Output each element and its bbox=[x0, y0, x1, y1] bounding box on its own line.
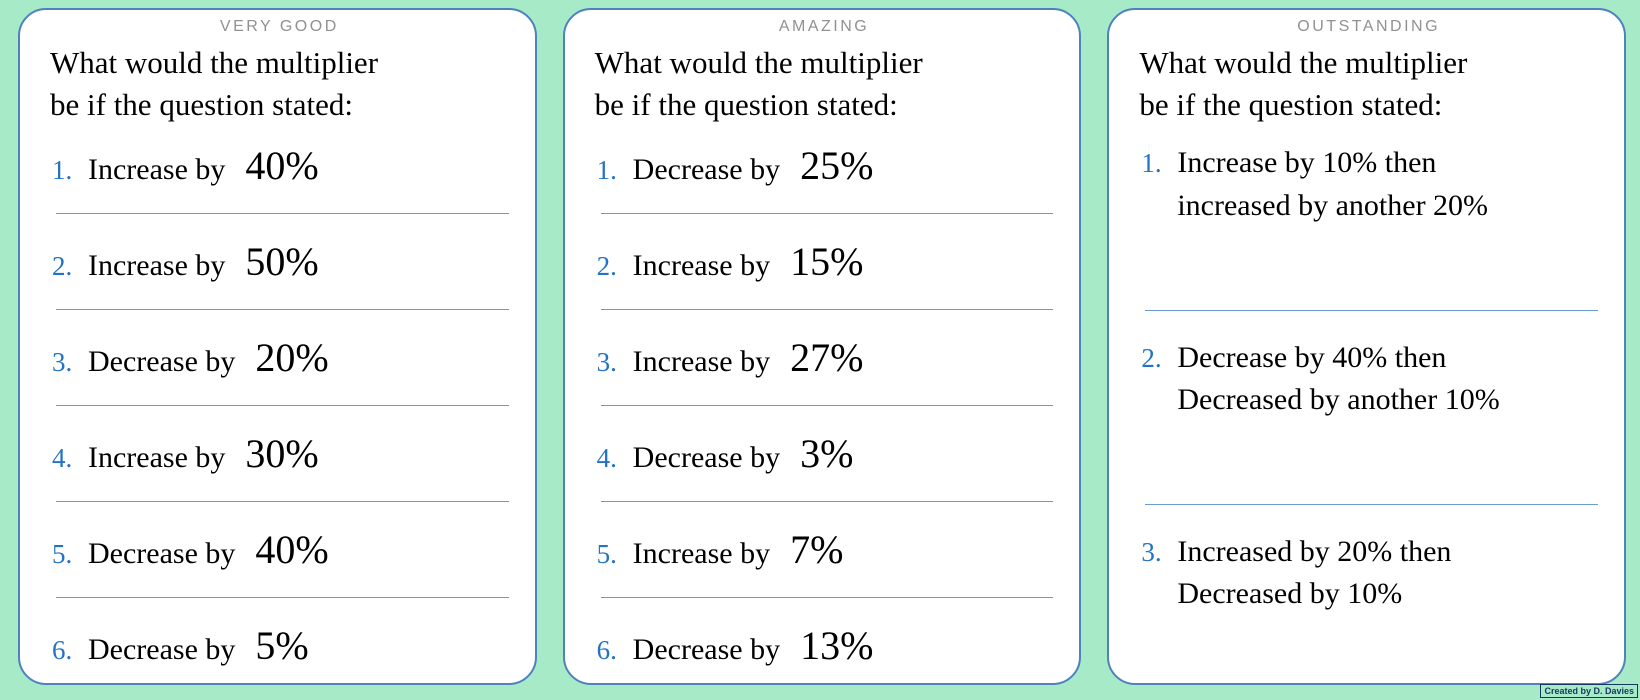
item-value: 20% bbox=[255, 335, 329, 381]
item-label: Decrease by bbox=[88, 345, 236, 379]
item-value: 5% bbox=[255, 623, 309, 669]
question-line-1: What would the multiplier bbox=[1139, 45, 1468, 80]
item-label: Increase by bbox=[632, 249, 771, 283]
item-label: Increase by bbox=[88, 249, 226, 283]
separator-line bbox=[56, 213, 509, 215]
item-number: 6. bbox=[596, 635, 617, 666]
item-number: 4. bbox=[596, 443, 617, 474]
list-item: 5. Increase by 7% bbox=[595, 526, 1054, 573]
panel-outstanding: OUTSTANDING What would the multiplier be… bbox=[1107, 8, 1627, 685]
list-item: 6. Decrease by 5% bbox=[50, 622, 509, 669]
item-label: Increase by bbox=[632, 345, 771, 379]
item-value: 40% bbox=[245, 143, 319, 189]
list-item: 2. Increase by 15% bbox=[595, 238, 1054, 285]
separator-line bbox=[56, 597, 509, 599]
separator-line bbox=[1145, 503, 1599, 505]
item-number: 3. bbox=[52, 347, 73, 378]
item-text: Increased by 20% then Decreased by 10% bbox=[1177, 531, 1451, 616]
item-list: 1. Increase by 40% 2. Increase by 50% 3.… bbox=[50, 142, 509, 669]
item-label: Decrease by bbox=[88, 633, 236, 667]
question-line-2: be if the question stated: bbox=[1139, 87, 1443, 123]
separator-line bbox=[600, 309, 1054, 311]
item-line-2: increased by another 20% bbox=[1177, 188, 1489, 222]
item-label: Increase by bbox=[88, 441, 226, 475]
list-item: 4. Increase by 30% bbox=[50, 430, 509, 477]
item-label: Decrease by bbox=[632, 153, 781, 187]
question-text: What would the multiplier be if the ques… bbox=[1139, 42, 1598, 126]
list-item: 1. Decrease by 25% bbox=[595, 142, 1054, 189]
list-item: 1. Increase by 40% bbox=[50, 142, 509, 189]
separator-line bbox=[600, 405, 1054, 407]
list-item: 3. Increase by 27% bbox=[595, 334, 1054, 381]
panel-title-amazing: AMAZING bbox=[778, 18, 870, 35]
item-value: 27% bbox=[790, 335, 864, 381]
separator-line bbox=[56, 405, 509, 407]
question-text: What would the multiplier be if the ques… bbox=[595, 42, 1054, 126]
separator-line bbox=[600, 501, 1054, 503]
item-list: 1. Increase by 10% then increased by ano… bbox=[1139, 142, 1599, 616]
item-number: 4. bbox=[52, 443, 73, 474]
item-value: 40% bbox=[255, 527, 329, 573]
item-number: 1. bbox=[596, 155, 617, 186]
item-value: 13% bbox=[800, 623, 874, 669]
item-label: Decrease by bbox=[632, 441, 781, 475]
item-number: 3. bbox=[596, 347, 617, 378]
list-item: 2. Increase by 50% bbox=[50, 238, 509, 285]
panel-amazing: AMAZING What would the multiplier be if … bbox=[562, 8, 1082, 685]
question-line-1: What would the multiplier bbox=[50, 45, 379, 80]
panel-very-good: VERY GOOD What would the multiplier be i… bbox=[18, 8, 537, 685]
list-item: 3. Increased by 20% then Decreased by 10… bbox=[1139, 531, 1598, 616]
item-number: 5. bbox=[596, 539, 617, 570]
item-value: 50% bbox=[245, 239, 319, 285]
item-label: Decrease by bbox=[88, 537, 236, 571]
item-value: 15% bbox=[790, 239, 864, 285]
list-item: 3. Decrease by 20% bbox=[50, 334, 509, 381]
separator-line bbox=[1145, 309, 1599, 311]
item-label: Increase by bbox=[88, 153, 226, 187]
item-value: 30% bbox=[245, 431, 319, 477]
item-label: Decrease by bbox=[632, 633, 781, 667]
item-number: 2. bbox=[52, 251, 73, 282]
item-text: Increase by 10% then increased by anothe… bbox=[1177, 142, 1488, 227]
list-item: 6. Decrease by 13% bbox=[595, 622, 1054, 669]
item-line-1: Increase by 10% then bbox=[1177, 146, 1437, 180]
item-line-1: Decrease by 40% then bbox=[1177, 340, 1447, 374]
item-number: 1. bbox=[1141, 148, 1162, 179]
panel-title-outstanding: OUTSTANDING bbox=[1297, 18, 1441, 35]
item-number: 1. bbox=[52, 155, 73, 186]
item-number: 2. bbox=[596, 251, 617, 282]
item-text: Decrease by 40% then Decreased by anothe… bbox=[1177, 337, 1499, 422]
item-number: 6. bbox=[52, 635, 73, 666]
question-line-2: be if the question stated: bbox=[50, 87, 354, 123]
item-line-2: Decreased by 10% bbox=[1177, 577, 1403, 611]
cards-row: VERY GOOD What would the multiplier be i… bbox=[18, 8, 1627, 685]
separator-line bbox=[600, 597, 1054, 599]
list-item: 5. Decrease by 40% bbox=[50, 526, 509, 573]
item-line-1: Increased by 20% then bbox=[1177, 534, 1452, 568]
list-item: 2. Decrease by 40% then Decreased by ano… bbox=[1139, 337, 1598, 422]
question-line-1: What would the multiplier bbox=[594, 45, 923, 80]
item-label: Increase by bbox=[632, 537, 771, 571]
list-item: 4. Decrease by 3% bbox=[595, 430, 1054, 477]
item-value: 3% bbox=[800, 431, 854, 477]
item-line-2: Decreased by another 10% bbox=[1177, 383, 1500, 417]
item-number: 5. bbox=[52, 539, 73, 570]
panel-title-very-good: VERY GOOD bbox=[219, 18, 339, 35]
separator-line bbox=[600, 213, 1054, 215]
separator-line bbox=[56, 309, 509, 311]
question-text: What would the multiplier be if the ques… bbox=[50, 42, 509, 126]
item-list: 1. Decrease by 25% 2. Increase by 15% 3.… bbox=[595, 142, 1054, 669]
item-number: 3. bbox=[1141, 536, 1162, 567]
item-value: 25% bbox=[800, 143, 874, 189]
question-line-2: be if the question stated: bbox=[594, 87, 898, 123]
list-item: 1. Increase by 10% then increased by ano… bbox=[1139, 142, 1598, 227]
item-number: 2. bbox=[1141, 342, 1162, 373]
item-value: 7% bbox=[790, 527, 844, 573]
separator-line bbox=[56, 501, 509, 503]
credit-label: Created by D. Davies bbox=[1540, 684, 1638, 698]
